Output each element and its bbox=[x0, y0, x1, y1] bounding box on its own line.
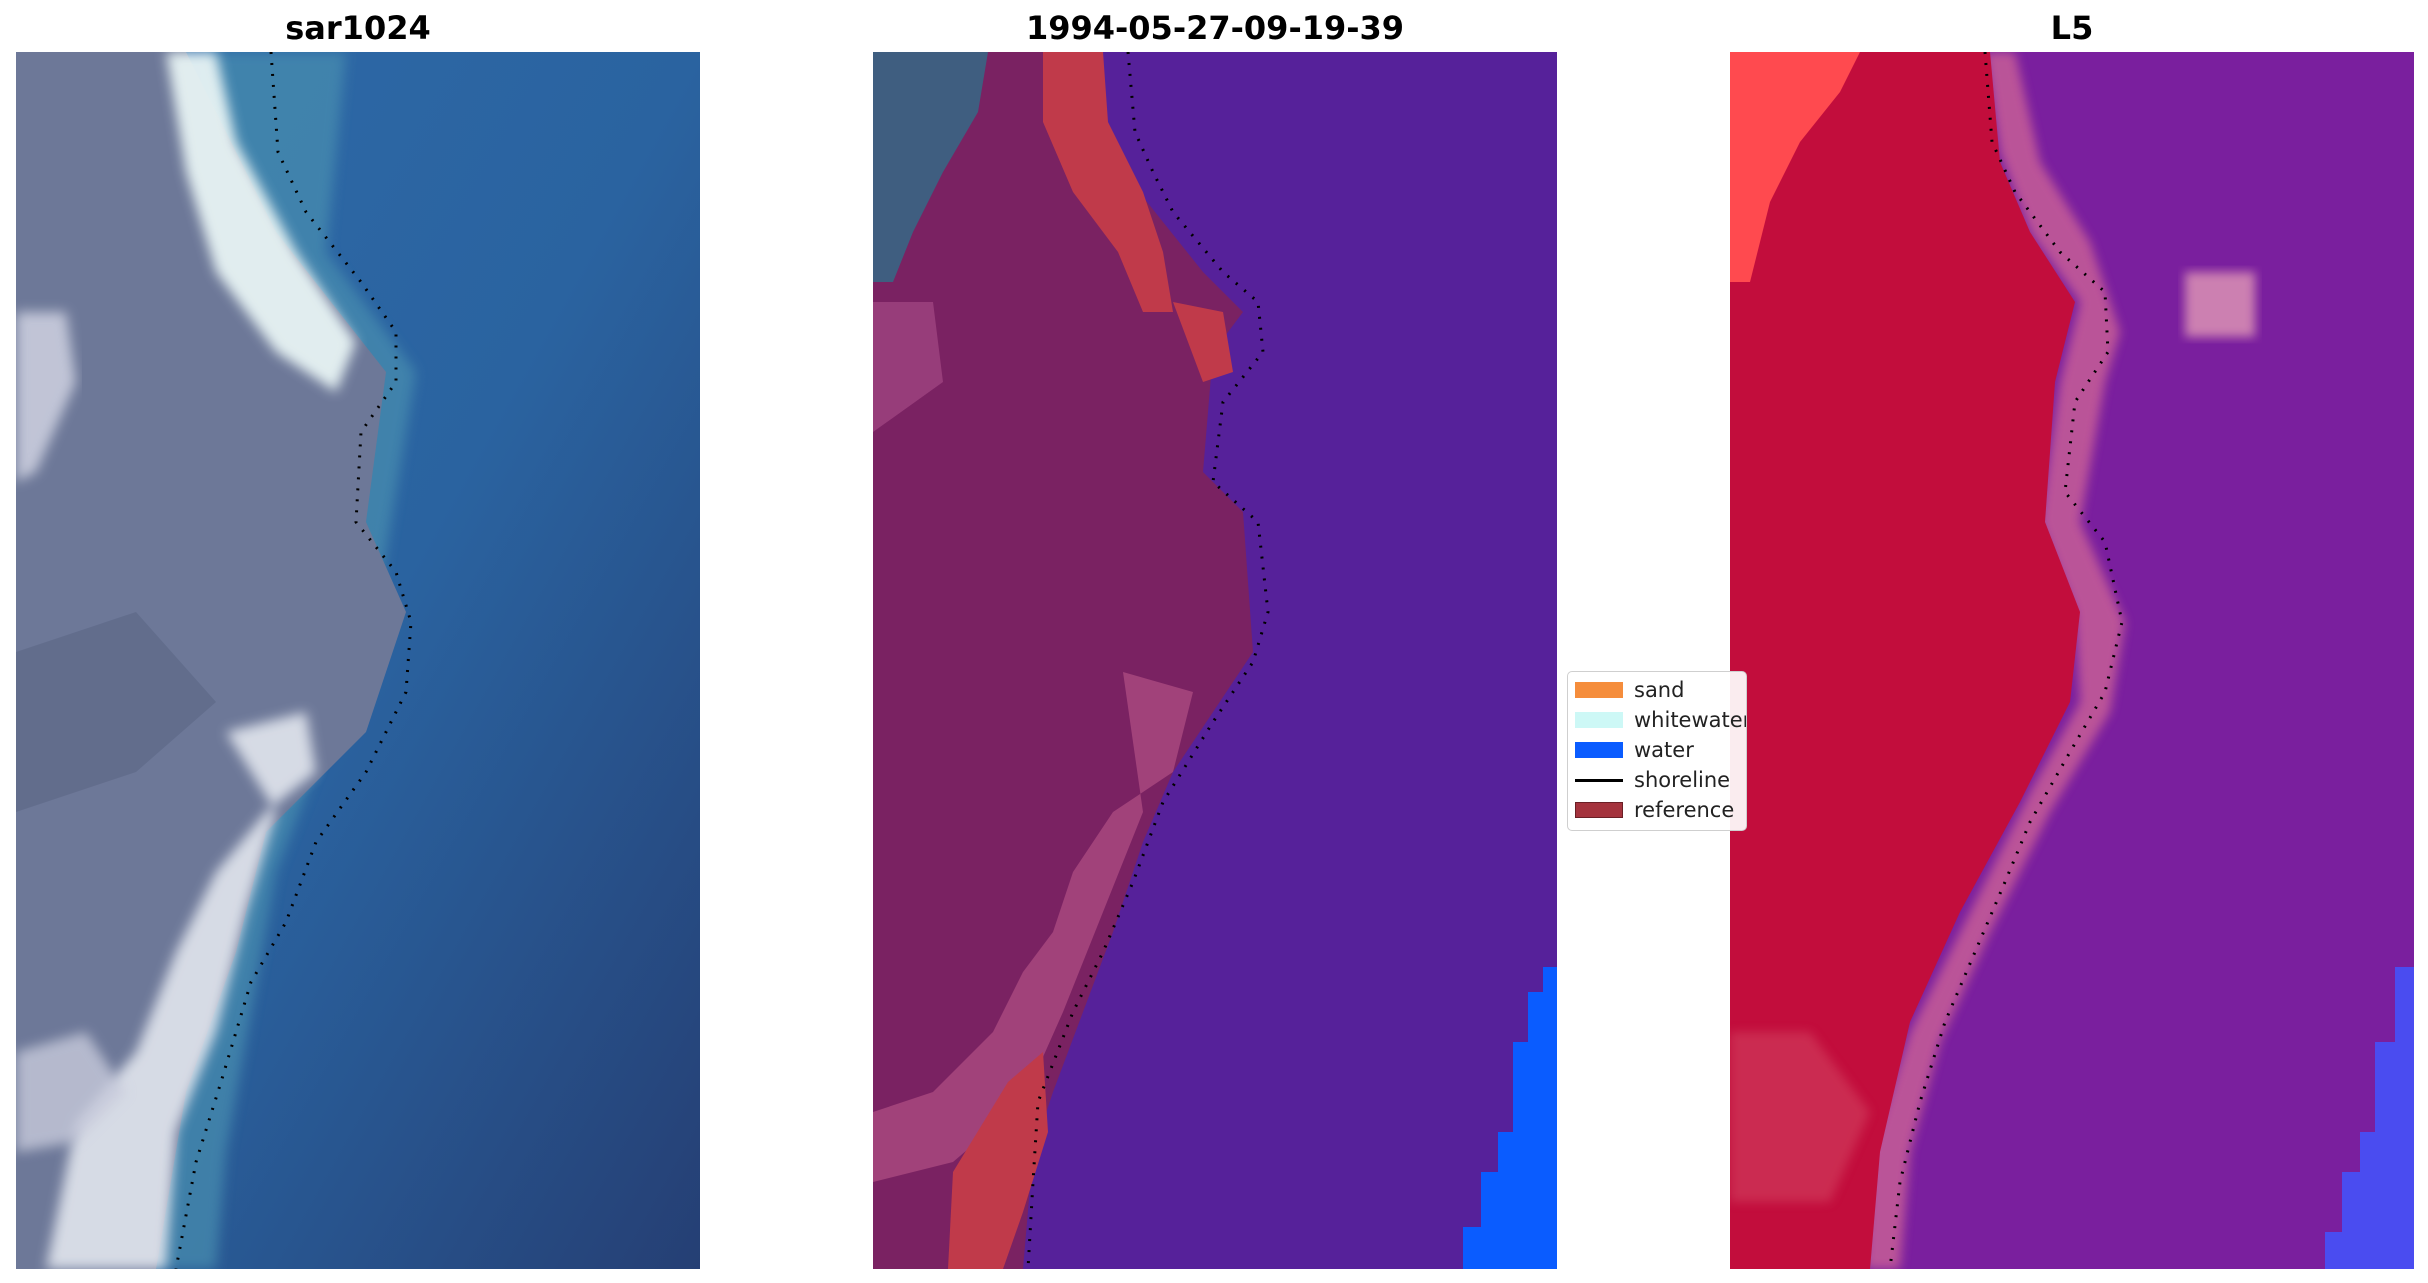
rgb-image bbox=[16, 52, 700, 1269]
reference-bottom bbox=[948, 1052, 1048, 1269]
reference-swatch bbox=[1575, 802, 1623, 818]
legend-item-sand: sand bbox=[1568, 675, 1746, 703]
legend-label: shoreline bbox=[1634, 768, 1731, 792]
legend-item-whitewater: whitewater bbox=[1568, 705, 1746, 733]
land-high-corner bbox=[1730, 52, 1860, 282]
legend-label: reference bbox=[1634, 798, 1735, 822]
legend-item-water: water bbox=[1568, 735, 1746, 763]
legend-item-shoreline: shoreline bbox=[1568, 765, 1746, 793]
water-swatch bbox=[1575, 742, 1623, 758]
classification-panel[interactable] bbox=[873, 52, 1557, 1269]
land-unlabeled-corner bbox=[873, 52, 988, 282]
rgb-image-panel[interactable] bbox=[16, 52, 700, 1269]
water-high-corner bbox=[2325, 967, 2414, 1269]
shoreline-line-swatch bbox=[1575, 779, 1623, 782]
legend-label: sand bbox=[1634, 678, 1685, 702]
probability-image bbox=[1730, 52, 2414, 1269]
classification-image bbox=[873, 52, 1557, 1269]
panel-title-rgb: sar1024 bbox=[285, 9, 431, 47]
water-pixels bbox=[1463, 967, 1557, 1269]
whitewater-band-bottom bbox=[46, 712, 316, 1269]
land-probability-area bbox=[1730, 52, 2080, 1269]
transition-band bbox=[1865, 52, 2125, 1269]
sand-swatch bbox=[1575, 682, 1623, 698]
whitewater-swatch bbox=[1575, 712, 1623, 728]
panel-title-classification: 1994-05-27-09-19-39 bbox=[1025, 9, 1405, 47]
legend: sand whitewater water shoreline referenc… bbox=[1567, 671, 1747, 831]
shoreline-dots bbox=[1888, 52, 2124, 1269]
legend-label: water bbox=[1634, 738, 1694, 762]
probability-panel[interactable] bbox=[1730, 52, 2414, 1269]
land-class-area bbox=[873, 52, 1253, 1269]
whitewater-band-top bbox=[166, 52, 356, 392]
panel-title-probability: L5 bbox=[2050, 9, 2094, 47]
legend-item-reference: reference bbox=[1568, 795, 1746, 823]
legend-label: whitewater bbox=[1634, 708, 1747, 732]
reference-top bbox=[1043, 52, 1173, 312]
